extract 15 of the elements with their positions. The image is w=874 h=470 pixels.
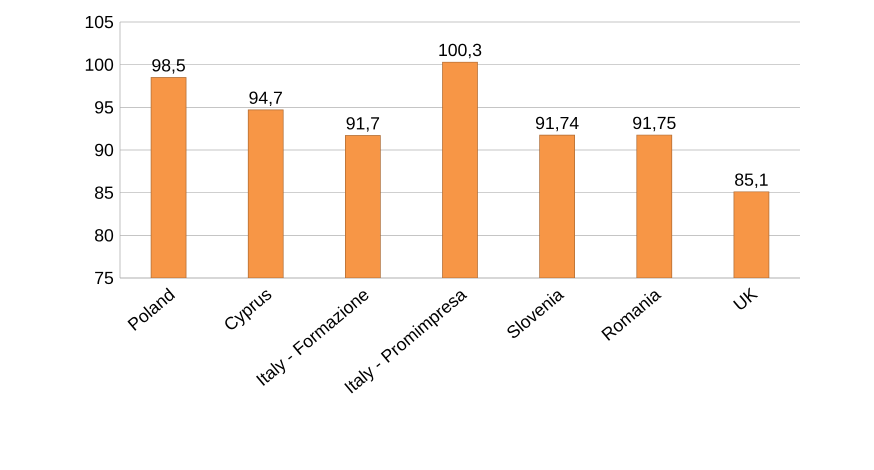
- data-label: 91,75: [633, 116, 676, 132]
- data-label: 98,5: [152, 59, 185, 74]
- data-label: 100,3: [439, 44, 482, 58]
- y-tick-label: 85: [95, 186, 114, 199]
- x-tick-label: UK: [733, 287, 758, 310]
- data-label: 91,74: [536, 116, 579, 132]
- y-tick-label: 80: [95, 229, 114, 242]
- data-label: 94,7: [249, 92, 282, 106]
- y-tick-label: 105: [86, 16, 114, 28]
- y-tick-label: 90: [95, 144, 114, 156]
- y-tick-label: 95: [95, 101, 114, 114]
- data-label: 91,7: [346, 117, 380, 132]
- y-tick-label: 75: [95, 272, 114, 284]
- data-label: 85,1: [735, 173, 768, 188]
- y-tick-label: 100: [86, 58, 114, 71]
